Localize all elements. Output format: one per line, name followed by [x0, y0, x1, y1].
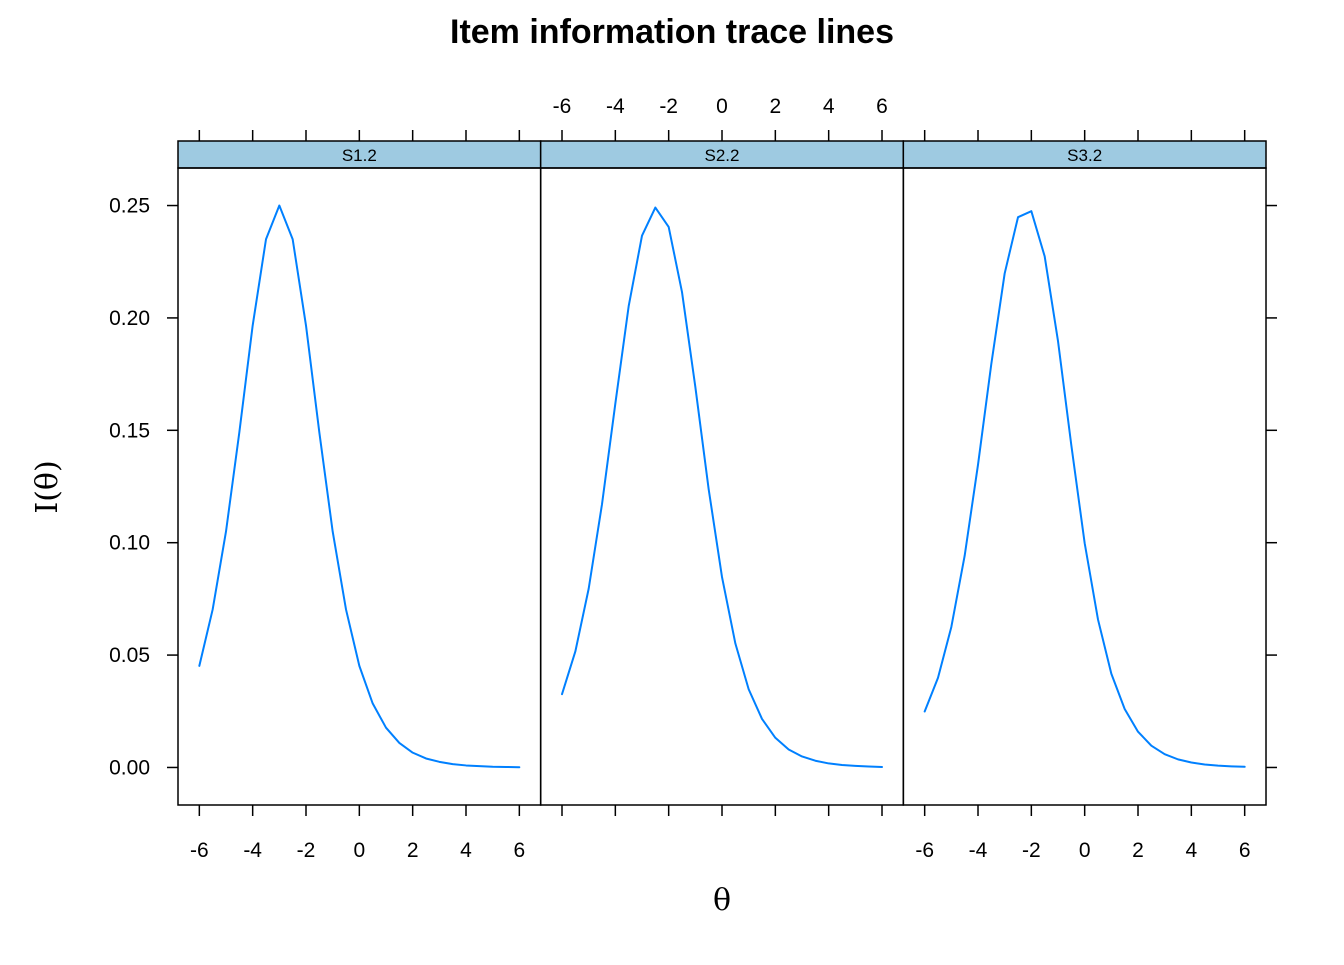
x-tick-label: 0 [353, 839, 365, 862]
x-tick-label: 6 [513, 839, 525, 862]
y-tick-label: 0.20 [109, 307, 150, 330]
x-tick-label: -4 [969, 839, 988, 862]
x-tick-label: 2 [1132, 839, 1144, 862]
y-tick-label: 0.05 [109, 644, 150, 667]
x-tick-label: 4 [1185, 839, 1197, 862]
x-tick-label: 0 [716, 95, 728, 118]
chart-title: Item information trace lines [450, 13, 894, 51]
panel-frame-3 [902, 167, 1267, 806]
series-line-S1.2 [198, 204, 521, 769]
strip-label: S3.2 [1067, 146, 1102, 165]
y-axis-label: I(θ) [30, 460, 65, 513]
series-line-S3.2 [923, 210, 1246, 768]
panel-frame-2 [539, 167, 905, 806]
y-tick-label: 0.00 [109, 756, 150, 779]
x-tick-label: -2 [297, 839, 316, 862]
x-tick-label: -4 [243, 839, 262, 862]
x-tick-label: 4 [460, 839, 472, 862]
strip-label: S2.2 [705, 146, 740, 165]
x-tick-label: -2 [659, 95, 678, 118]
x-tick-label: 2 [769, 95, 781, 118]
strip-panel-3 [902, 140, 1267, 169]
panel-2: S2.2 -6 -4 -2 0 2 4 6 [539, 95, 905, 816]
y-tick-label: 0.10 [109, 532, 150, 555]
y-tick-label: 0.25 [109, 195, 150, 218]
strip-label: S1.2 [342, 146, 377, 165]
x-axis-label: θ [713, 883, 731, 918]
panels-layer: S1.2 -6 -4 -2 0 2 4 6 S2.2 -6 -4 -2 0 2 4 6 S3.2 -6 -4 -2 0 2… [109, 95, 1278, 862]
x-tick-label: 6 [876, 95, 888, 118]
x-tick-label: -4 [606, 95, 625, 118]
strip-panel-1 [177, 140, 542, 169]
x-tick-label: 0 [1079, 839, 1091, 862]
x-tick-label: -2 [1022, 839, 1041, 862]
series-line-S2.2 [561, 206, 884, 769]
y-tick-label: 0.15 [109, 419, 150, 442]
x-tick-label: -6 [190, 839, 209, 862]
panel-1: S1.2 -6 -4 -2 0 2 4 6 [177, 130, 542, 862]
x-tick-label: -6 [915, 839, 934, 862]
x-tick-label: 2 [407, 839, 419, 862]
x-tick-label: -6 [553, 95, 572, 118]
x-tick-label: 6 [1239, 839, 1251, 862]
panel-3: S3.2 -6 -4 -2 0 2 4 6 [902, 130, 1267, 862]
x-tick-label: 4 [823, 95, 835, 118]
